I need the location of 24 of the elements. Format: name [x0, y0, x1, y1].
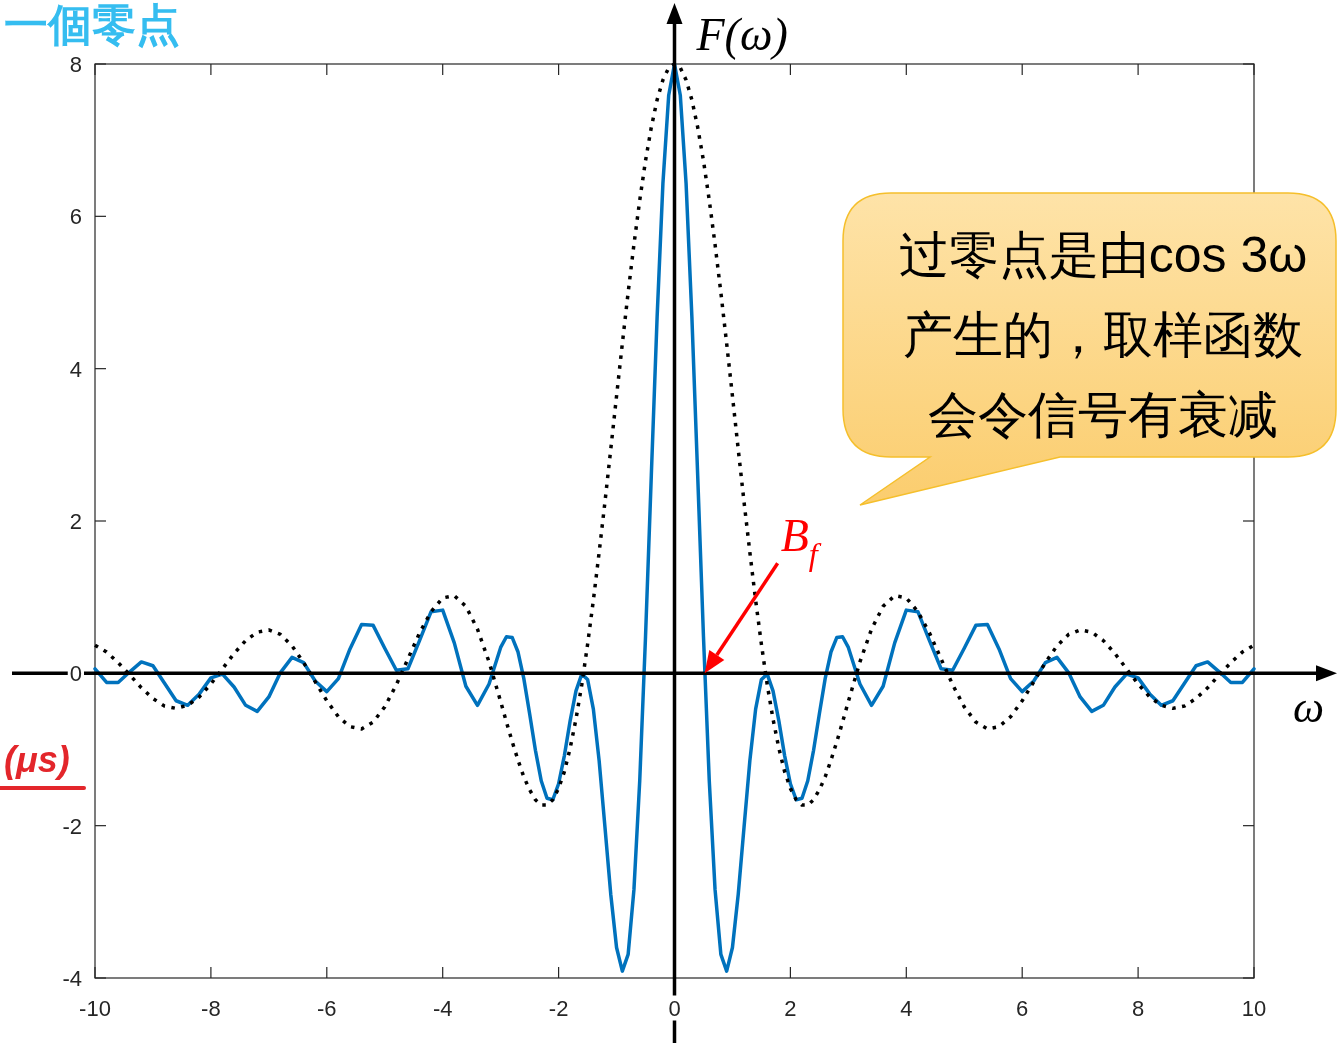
x-tick-label: -6: [317, 995, 337, 1021]
x-tick-label: 6: [1016, 995, 1029, 1021]
y-axis-title: F(ω): [695, 9, 788, 60]
y-tick-label: 0: [69, 660, 82, 686]
annotation: 过零点是由cos 3ω产生的，取样函数会令信号有衰减: [898, 227, 1308, 443]
y-tick-label: 8: [69, 51, 82, 77]
text: (μs): [4, 739, 70, 780]
y-tick-label: 2: [69, 508, 82, 534]
x-tick-label: -8: [201, 995, 221, 1021]
x-tick-label: 4: [900, 995, 913, 1021]
x-tick-label: -10: [79, 995, 111, 1021]
x-tick-label: 8: [1131, 995, 1145, 1021]
x-tick-label: 2: [784, 995, 797, 1021]
y-tick-label: -4: [62, 965, 82, 991]
y-tick-label: -2: [62, 813, 82, 839]
x-tick-label: -2: [548, 995, 569, 1021]
x-tick-label: 10: [1241, 995, 1267, 1021]
annotation: B$_{f}$: [780, 510, 822, 573]
x-axis-title: ω: [1293, 683, 1325, 732]
x-tick-label: -4: [432, 995, 453, 1021]
x-tick-label: 0: [668, 995, 681, 1021]
y-tick-label: 6: [69, 203, 82, 229]
text: 一個零点: [4, 0, 180, 49]
y-tick-label: 4: [69, 356, 82, 382]
